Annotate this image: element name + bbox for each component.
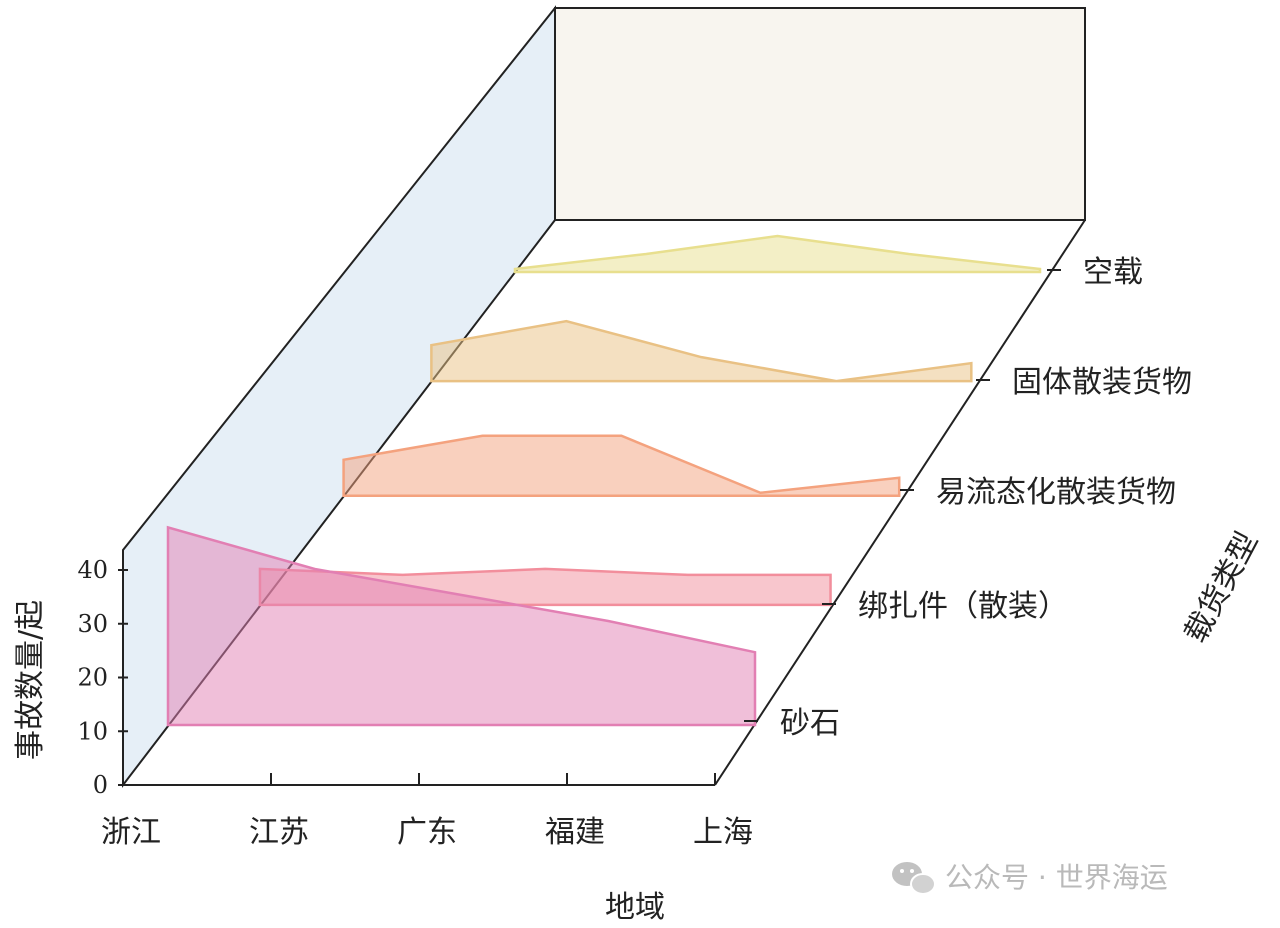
watermark-text: 公众号 · 世界海运 [945, 861, 1168, 894]
series-layer [166, 234, 1042, 727]
series-label: 绑扎件（散装） [858, 589, 1068, 624]
x-axis-title: 地域 [605, 890, 665, 925]
y-tick-label: 30 [77, 610, 108, 638]
y-tick-label: 40 [77, 556, 108, 584]
x-tick-label: 福建 [545, 815, 605, 850]
series-area [513, 234, 1042, 274]
back-wall [554, 7, 1086, 221]
series-label: 空载 [1083, 255, 1143, 290]
series-area [342, 434, 901, 498]
series-label: 易流态化散装货物 [936, 475, 1176, 510]
y-tick-label: 10 [77, 717, 108, 745]
watermark: 公众号 · 世界海运 [892, 861, 1168, 895]
y-axis-title: 事故数量/起 [13, 600, 48, 760]
series-area [430, 319, 973, 383]
series-label: 固体散装货物 [1012, 365, 1192, 400]
wechat-icon [892, 862, 936, 895]
series-label: 砂石 [780, 706, 840, 741]
y-tick-label: 0 [93, 771, 108, 799]
y-tick-label: 20 [77, 664, 108, 692]
x-tick-label: 江苏 [249, 815, 309, 850]
x-tick-label: 上海 [693, 815, 753, 850]
x-tick-label: 广东 [397, 815, 457, 850]
floor-right-edge [714, 219, 1086, 786]
z-axis-title: 载货类型 [1178, 526, 1265, 648]
x-tick-label: 浙江 [101, 815, 161, 850]
axis-layer: 0 10 20 30 40 浙江 江苏 广东 福建 上海 空载固体散装货物易流态化散装货物绑扎件（散… [77, 255, 1192, 850]
series-area [166, 525, 757, 727]
